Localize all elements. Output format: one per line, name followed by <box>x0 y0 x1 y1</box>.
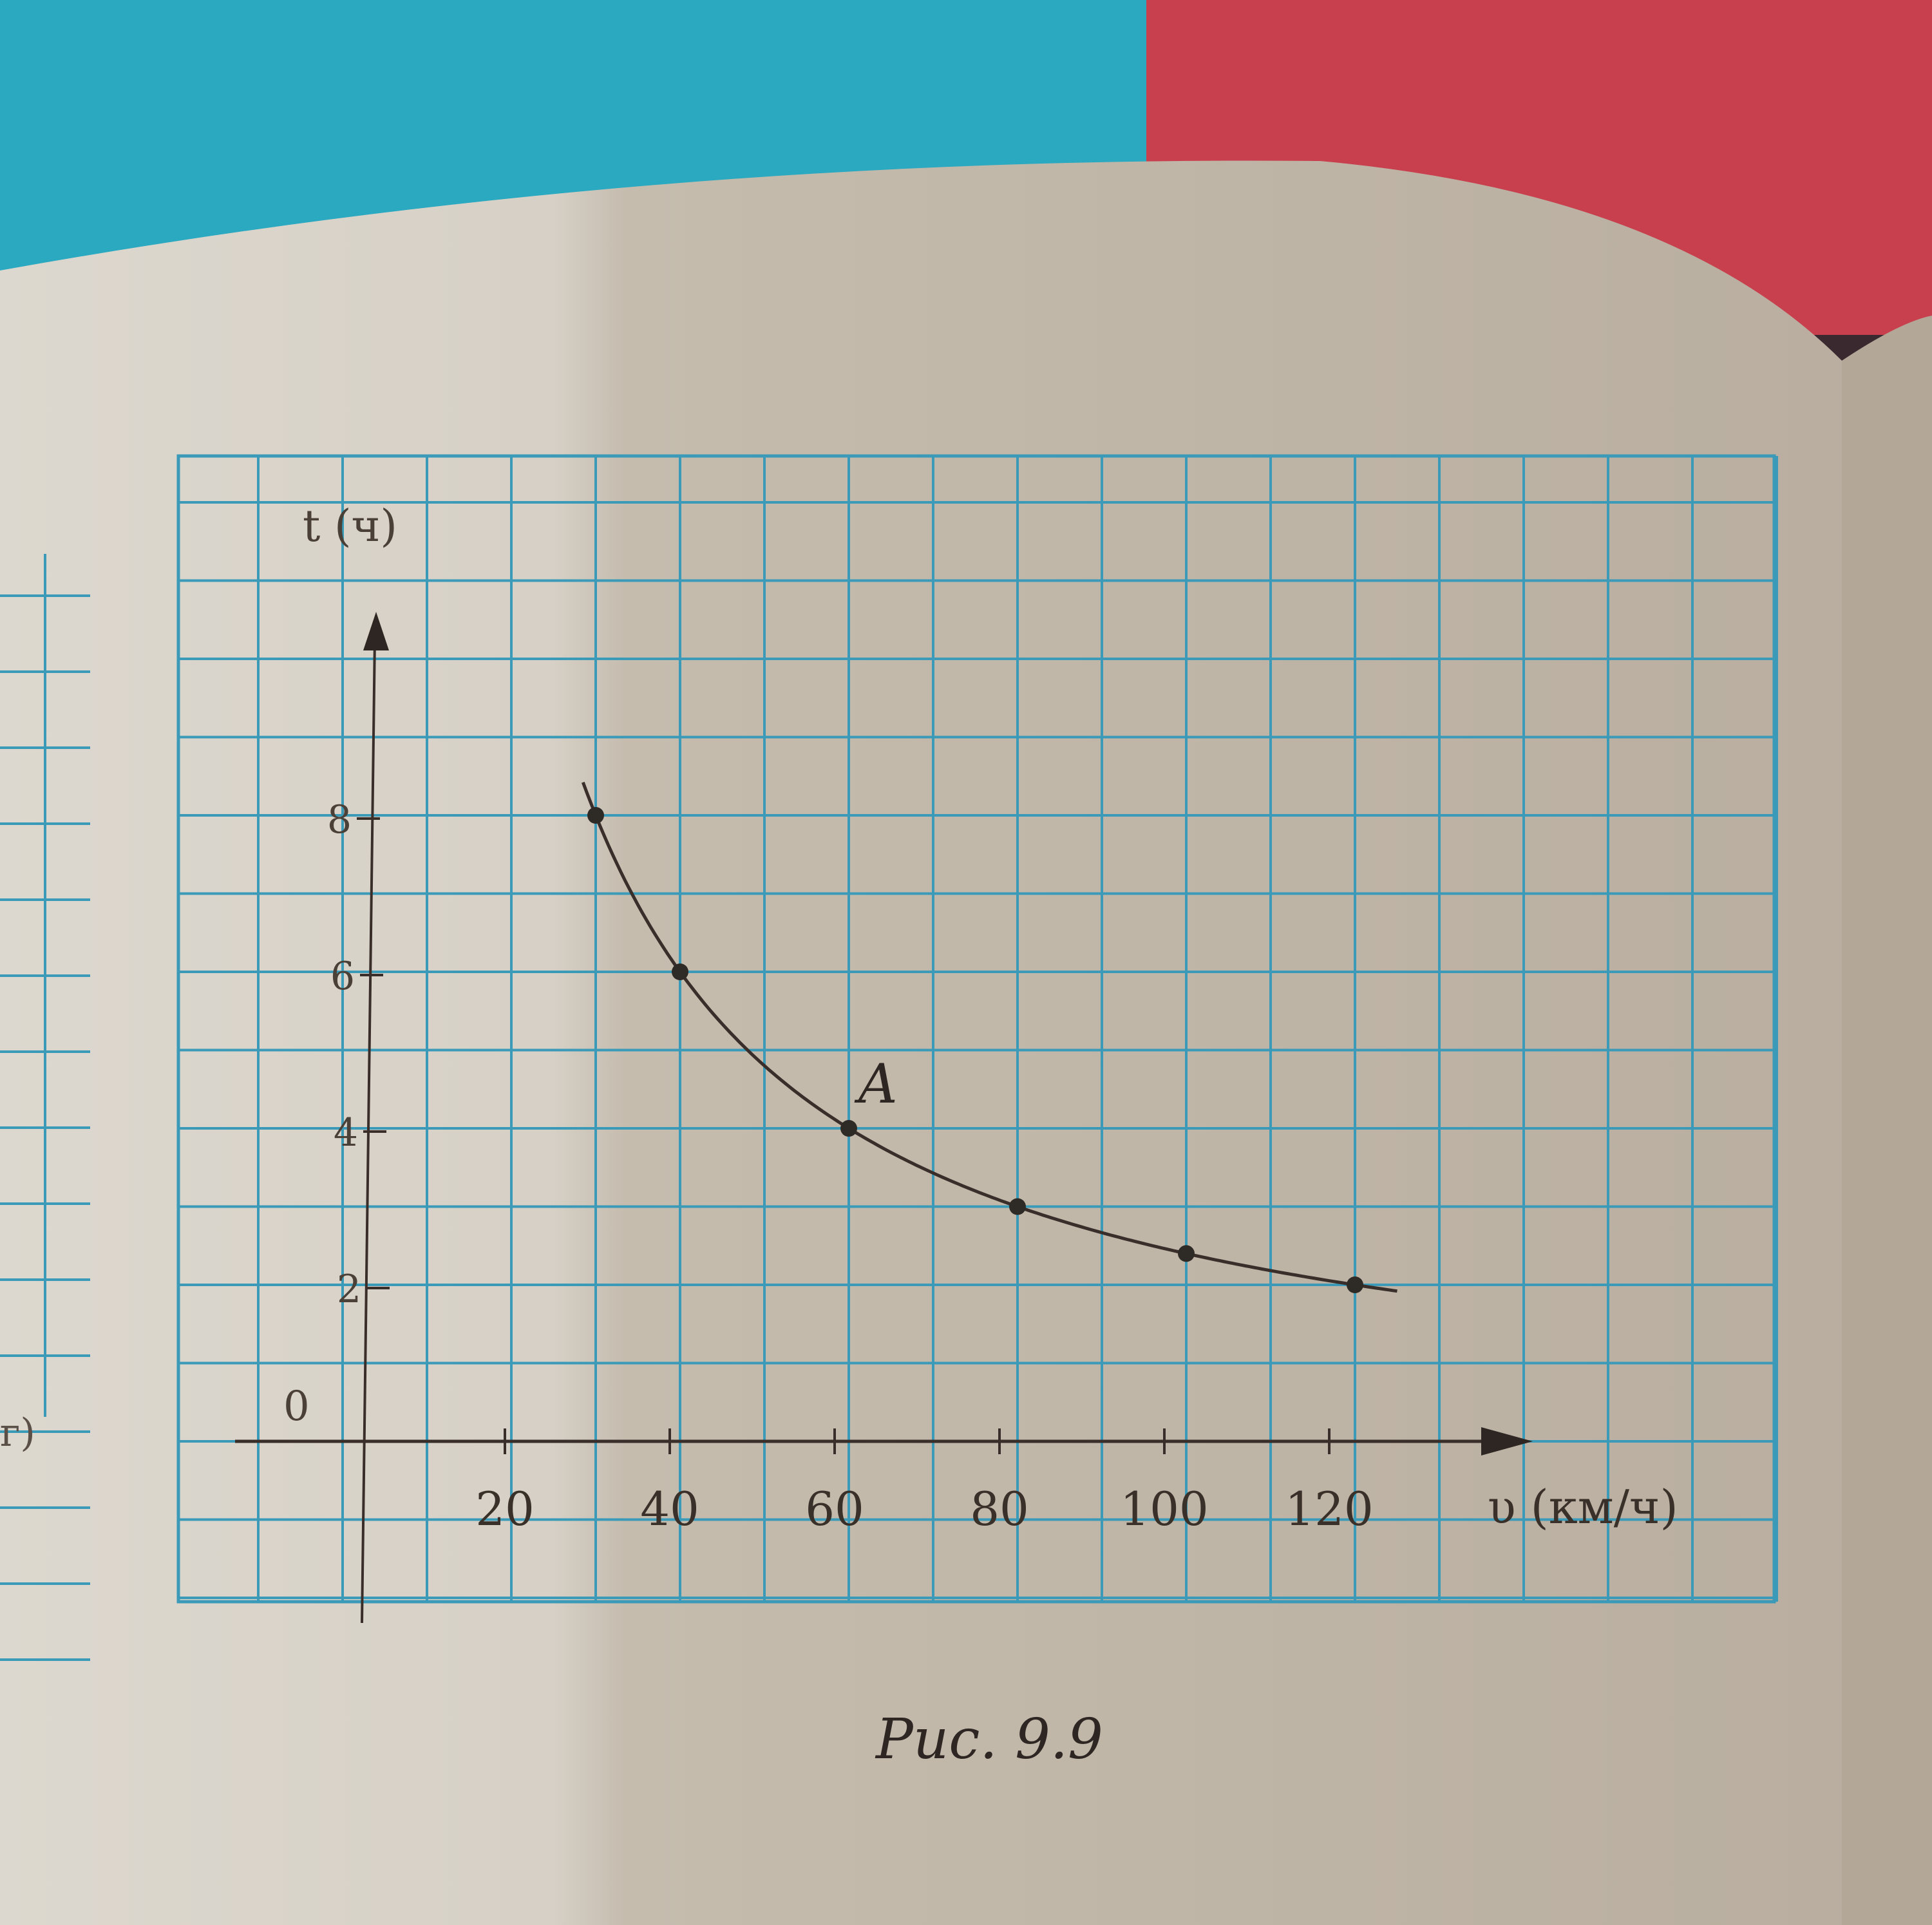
ticks: 20 40 60 80 100 120 2 4 6 8 <box>327 797 1374 1536</box>
book-page <box>0 160 1842 1925</box>
x-tick-label: 20 <box>475 1482 535 1536</box>
curve <box>581 781 1397 1293</box>
y-axis-arrow-icon <box>363 612 389 650</box>
x-axis-arrow-icon <box>1481 1427 1533 1456</box>
data-point <box>1009 1198 1026 1215</box>
grid-border <box>176 454 1776 1604</box>
origin-label: 0 <box>283 1383 310 1430</box>
x-tick-label: 100 <box>1120 1482 1208 1536</box>
x-tick-label: 60 <box>805 1482 864 1536</box>
x-tick-label: 120 <box>1285 1482 1373 1536</box>
data-point <box>1178 1245 1195 1262</box>
x-axis-label: υ (км/ч) <box>1488 1480 1678 1534</box>
grid <box>176 454 1778 1604</box>
data-point <box>587 807 604 824</box>
x-tick-label: 40 <box>640 1482 699 1536</box>
figure-caption: Рис. 9.9 <box>875 1707 1103 1772</box>
x-tick-label: 80 <box>970 1482 1029 1536</box>
side-fragment: г) <box>0 1410 35 1456</box>
next-page <box>1842 316 1932 1925</box>
points <box>587 807 1363 1293</box>
y-tick-label: 8 <box>327 797 352 842</box>
data-point <box>840 1120 857 1137</box>
y-tick-label: 6 <box>330 954 355 999</box>
data-point <box>672 963 688 980</box>
y-tick-label: 4 <box>334 1110 358 1155</box>
left-page-lines <box>0 554 90 1661</box>
data-point <box>1347 1276 1363 1293</box>
point-a-label: A <box>854 1052 898 1115</box>
y-tick-label: 2 <box>337 1267 361 1312</box>
y-axis-label: t (ч) <box>303 501 397 552</box>
